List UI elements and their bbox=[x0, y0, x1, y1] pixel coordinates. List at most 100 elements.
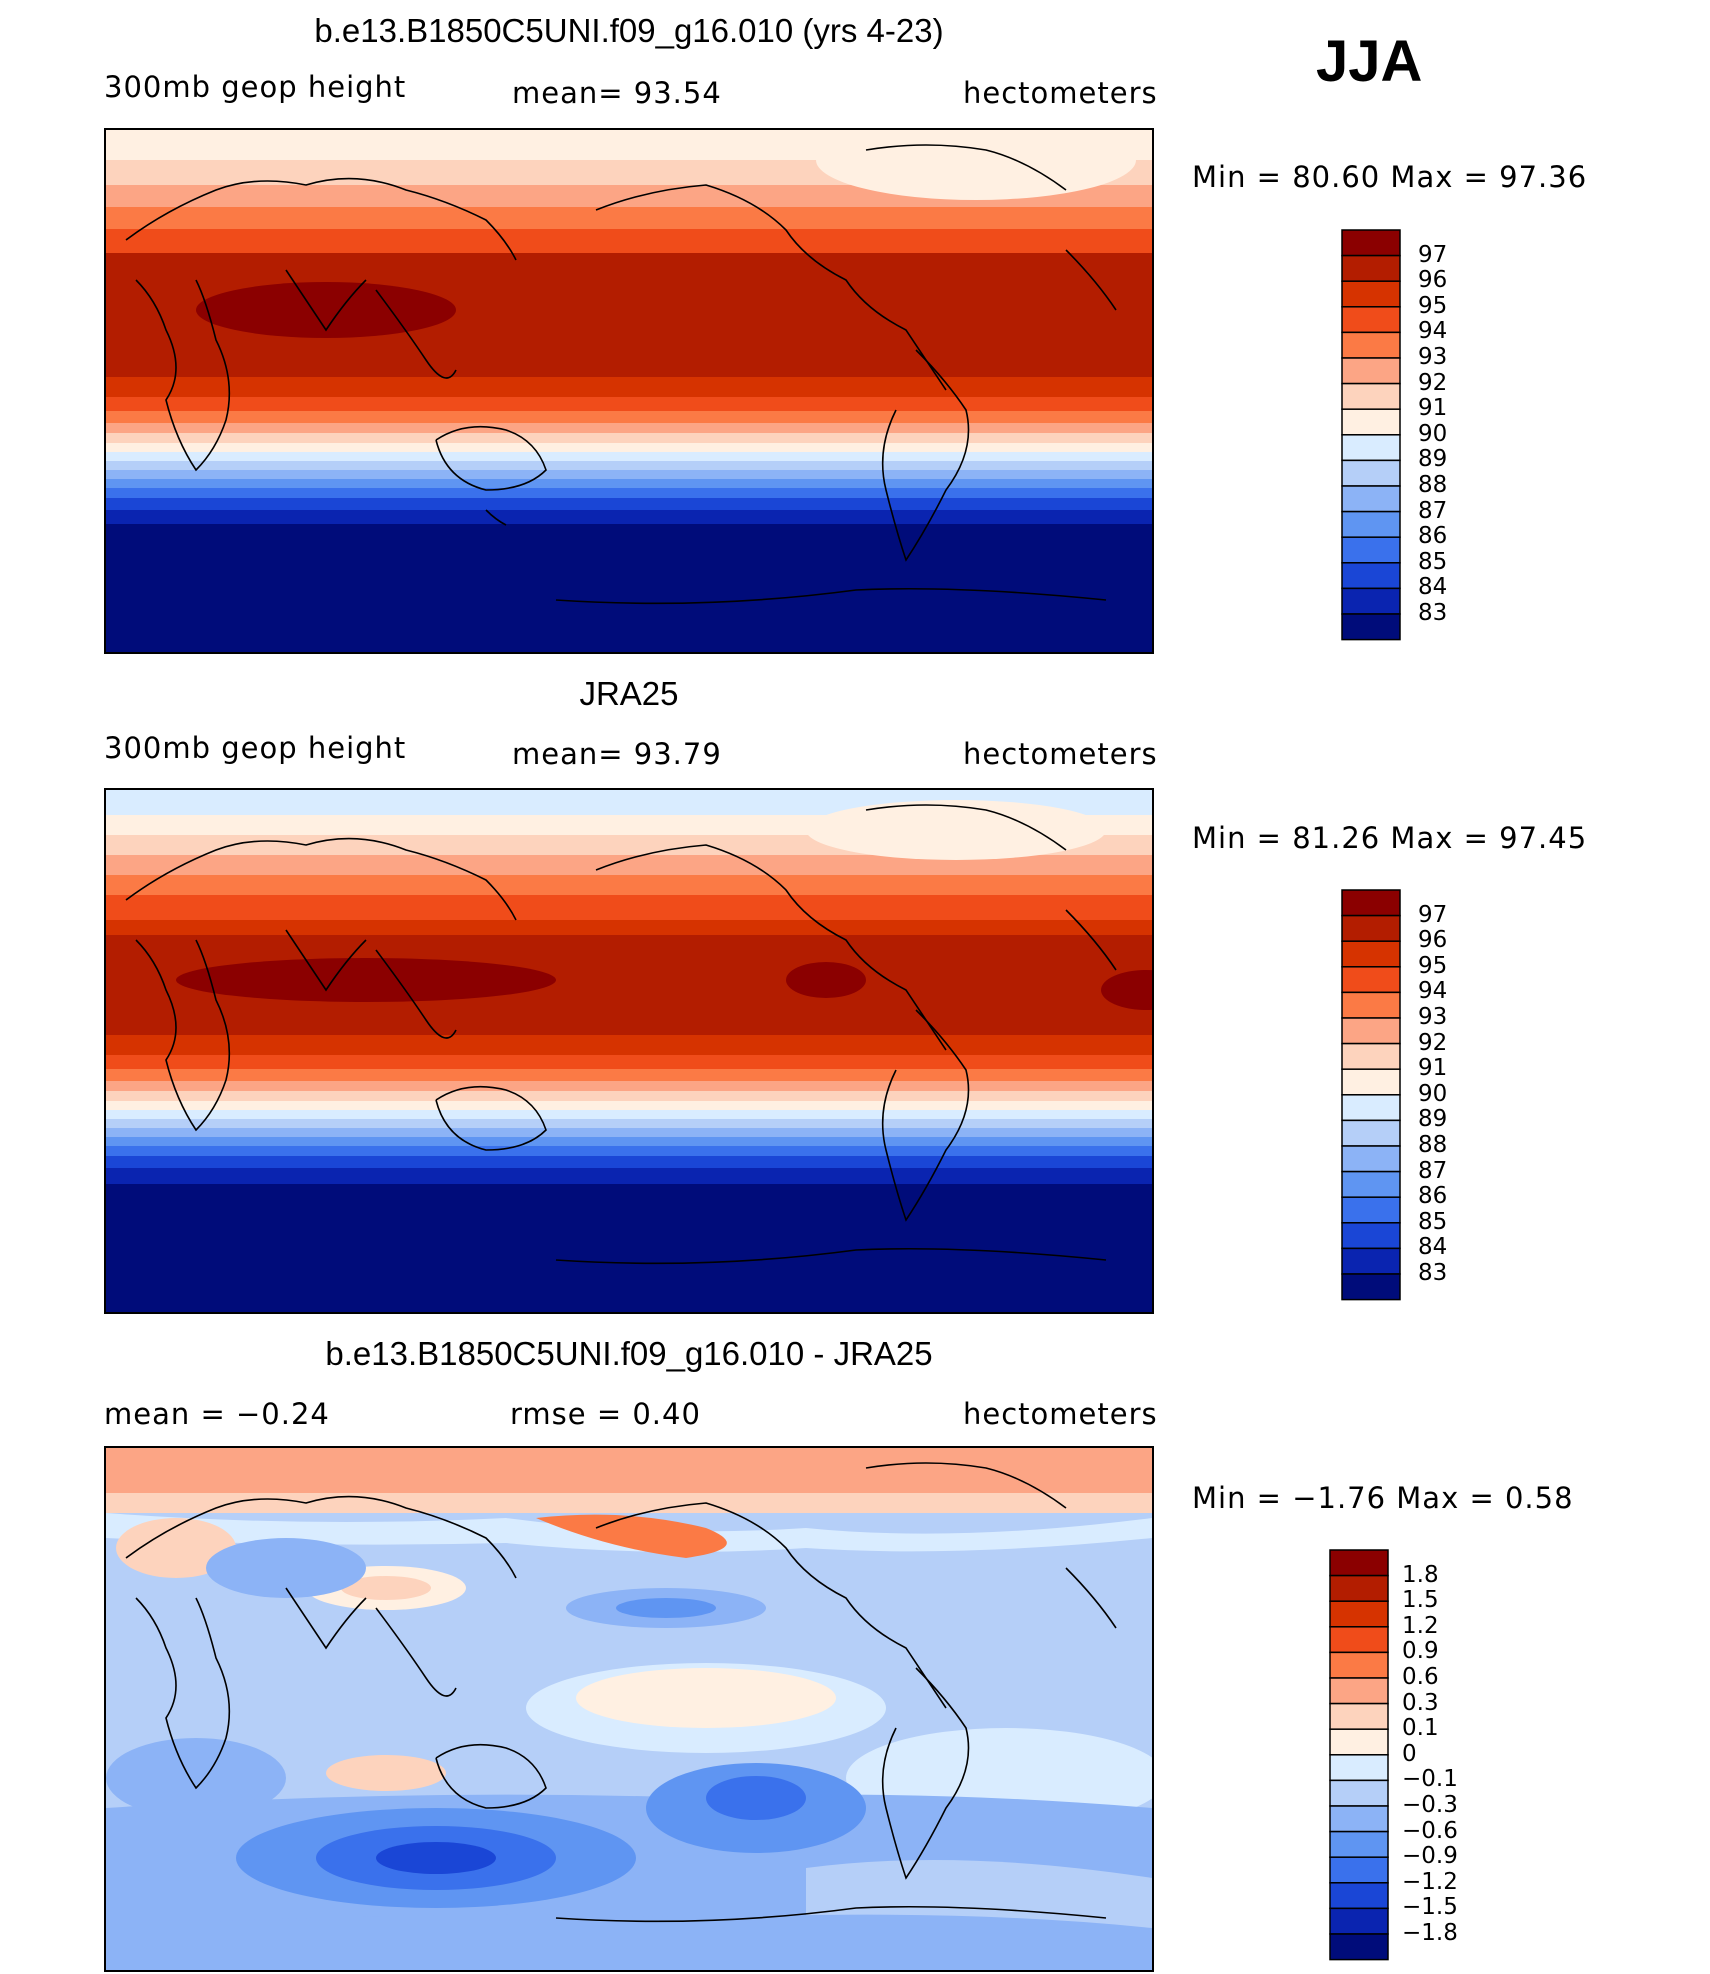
colorbar-tick-label: −0.6 bbox=[1402, 1817, 1458, 1844]
colorbar-tick-label: 0 bbox=[1402, 1740, 1417, 1767]
colorbar-swatch bbox=[1341, 536, 1401, 564]
panel-2-mean-label: mean= 93.79 bbox=[512, 737, 722, 771]
diff-negative-area bbox=[106, 1738, 286, 1818]
coastlines bbox=[125, 144, 1117, 605]
diff-band bbox=[106, 1914, 1152, 1970]
colorbar-tick-label: 85 bbox=[1418, 548, 1448, 575]
colorbar-swatch bbox=[1341, 1119, 1401, 1147]
colorbar-swatch bbox=[1341, 1068, 1401, 1096]
band bbox=[106, 1168, 1152, 1184]
panel-1-map-plot bbox=[106, 130, 1152, 652]
band bbox=[106, 1184, 1152, 1312]
diff-positive-area bbox=[536, 1514, 727, 1558]
colorbar-tick-label: 95 bbox=[1418, 952, 1448, 979]
colorbar-tick-label: 92 bbox=[1418, 369, 1448, 396]
panel-2-colorbar-swatches bbox=[1341, 889, 1401, 1301]
colorbar-tick-label: 92 bbox=[1418, 1029, 1448, 1056]
colorbar-tick-label: −0.9 bbox=[1402, 1843, 1458, 1870]
panel-3-title: b.e13.B1850C5UNI.f09_g16.010 - JRA25 bbox=[325, 1335, 933, 1372]
colorbar-tick-label: 94 bbox=[1418, 318, 1448, 345]
colorbar-swatch bbox=[1341, 485, 1401, 513]
colorbar-tick-label: 87 bbox=[1418, 497, 1448, 524]
colorbar-tick-label: 94 bbox=[1418, 978, 1448, 1005]
band bbox=[106, 1055, 1152, 1069]
band bbox=[106, 470, 1152, 479]
colorbar-tick-label: 0.6 bbox=[1402, 1664, 1439, 1690]
colorbar-tick-label: 93 bbox=[1418, 1004, 1448, 1030]
panel-2-minmax: Min = 81.26 Max = 97.45 bbox=[1192, 821, 1588, 855]
colorbar-tick-label: 91 bbox=[1418, 395, 1448, 422]
colorbar-swatch bbox=[1341, 966, 1401, 994]
band bbox=[106, 1101, 1152, 1110]
panel-1-mean-label: mean= 93.54 bbox=[512, 76, 722, 110]
colorbar-swatch bbox=[1341, 1094, 1401, 1122]
colorbar-swatch bbox=[1329, 1702, 1389, 1730]
high-core bbox=[176, 958, 556, 1002]
panel-3-mean-label: mean = −0.24 bbox=[104, 1397, 330, 1431]
colorbar-tick-label: 97 bbox=[1418, 241, 1448, 268]
panel-3-colorbar-swatches bbox=[1329, 1549, 1389, 1961]
colorbar-swatch bbox=[1341, 510, 1401, 538]
diff-positive-area bbox=[576, 1668, 836, 1728]
colorbar-tick-label: 89 bbox=[1418, 1106, 1448, 1133]
panel-1-map bbox=[104, 128, 1154, 654]
colorbar-tick-label: 0.3 bbox=[1402, 1689, 1439, 1716]
colorbar-swatch bbox=[1341, 1222, 1401, 1250]
colorbar-tick-label: 84 bbox=[1418, 574, 1448, 601]
band bbox=[106, 1146, 1152, 1156]
band bbox=[106, 433, 1152, 443]
colorbar-tick-label: 96 bbox=[1418, 267, 1448, 294]
colorbar-swatch bbox=[1329, 1907, 1389, 1935]
colorbar-swatch bbox=[1341, 562, 1401, 590]
colorbar-swatch bbox=[1341, 587, 1401, 615]
colorbar-tick-label: 87 bbox=[1418, 1157, 1448, 1184]
colorbar-swatch bbox=[1341, 991, 1401, 1019]
colorbar-swatch bbox=[1329, 1856, 1389, 1884]
arctic-area bbox=[806, 800, 1106, 860]
colorbar-swatch bbox=[1329, 1779, 1389, 1807]
panel-2-variable-label: 300mb geop height bbox=[104, 731, 407, 765]
colorbar-tick-label: 93 bbox=[1418, 344, 1448, 370]
colorbar-swatch bbox=[1341, 1017, 1401, 1045]
colorbar-swatch bbox=[1329, 1651, 1389, 1679]
band bbox=[106, 498, 1152, 510]
colorbar-tick-label: 90 bbox=[1418, 1080, 1448, 1107]
colorbar-swatch bbox=[1341, 280, 1401, 308]
diff-negative-area bbox=[376, 1842, 496, 1874]
band bbox=[106, 452, 1152, 461]
panel-2-map bbox=[104, 788, 1154, 1314]
high-core bbox=[786, 962, 866, 998]
colorbar-tick-label: 97 bbox=[1418, 901, 1448, 928]
colorbar-swatch bbox=[1329, 1677, 1389, 1705]
colorbar-tick-label: 90 bbox=[1418, 420, 1448, 447]
band bbox=[106, 855, 1152, 875]
panel-3-colorbar bbox=[1328, 1548, 1390, 1967]
diff-negative-area bbox=[706, 1776, 806, 1820]
colorbar-tick-label: 88 bbox=[1418, 472, 1448, 498]
band bbox=[106, 1137, 1152, 1146]
colorbar-tick-label: 88 bbox=[1418, 1132, 1448, 1158]
band bbox=[106, 1156, 1152, 1168]
colorbar-tick-label: −0.3 bbox=[1402, 1792, 1458, 1818]
band bbox=[106, 1091, 1152, 1101]
high-core bbox=[196, 282, 456, 338]
colorbar-swatch bbox=[1329, 1805, 1389, 1833]
band bbox=[106, 1119, 1152, 1128]
colorbar-swatch bbox=[1341, 1042, 1401, 1070]
colorbar-swatch bbox=[1329, 1728, 1389, 1756]
band bbox=[106, 510, 1152, 524]
diff-positive-area bbox=[116, 1518, 236, 1578]
band bbox=[106, 411, 1152, 423]
colorbar-swatch bbox=[1341, 1196, 1401, 1224]
colorbar-swatch bbox=[1341, 1170, 1401, 1198]
panel-1-variable-label: 300mb geop height bbox=[104, 70, 407, 104]
colorbar-swatch bbox=[1341, 306, 1401, 334]
panel-1-minmax: Min = 80.60 Max = 97.36 bbox=[1192, 160, 1588, 194]
colorbar-swatch bbox=[1341, 434, 1401, 462]
diff-positive-area bbox=[326, 1755, 446, 1791]
band bbox=[106, 1128, 1152, 1137]
colorbar-tick-label: 95 bbox=[1418, 292, 1448, 319]
colorbar-swatch bbox=[1341, 914, 1401, 942]
band bbox=[106, 423, 1152, 433]
colorbar-swatch bbox=[1329, 1626, 1389, 1654]
